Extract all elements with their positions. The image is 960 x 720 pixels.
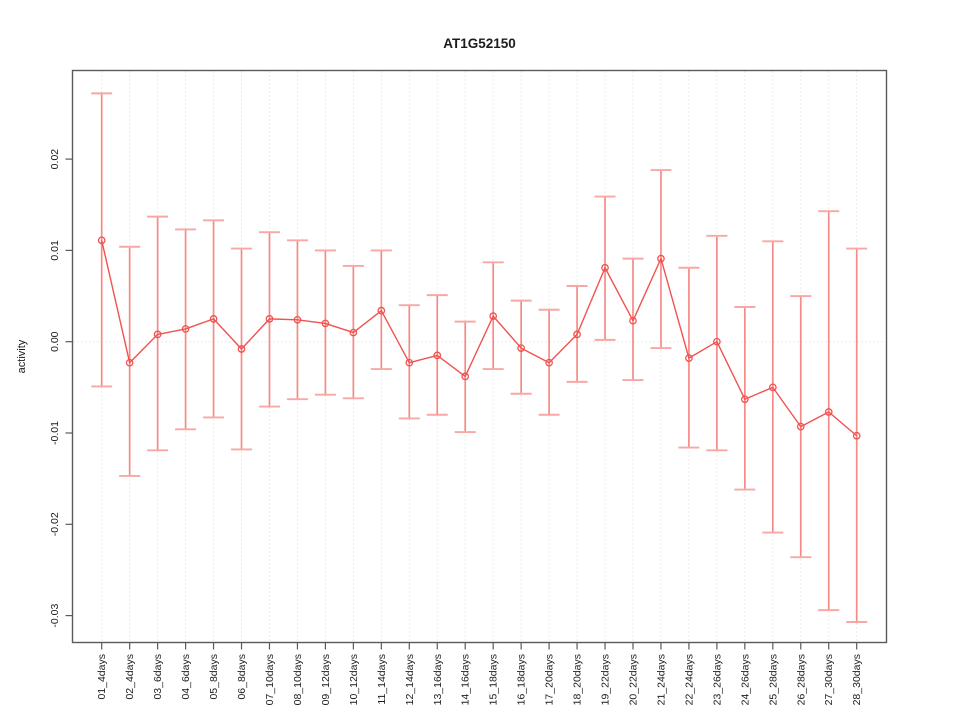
y-tick-label: 0.01 — [49, 240, 61, 261]
data-point — [768, 383, 777, 392]
data-point — [517, 344, 525, 352]
x-tick-label: 11_14days — [376, 654, 388, 705]
data-point — [601, 263, 609, 272]
data-point — [713, 337, 721, 346]
data-point — [545, 358, 553, 367]
plot-area: 0.02 0.01 0.00 -0.01 -0.02 -0.03 01_4days 02_4d… — [49, 69, 888, 705]
y-tick-label: -0.01 — [49, 421, 61, 445]
data-point — [265, 315, 274, 323]
x-tick-label: 07_10days — [264, 654, 276, 705]
data-point — [685, 354, 693, 362]
x-tick-label: 16_18days — [516, 654, 528, 705]
x-tick-label: 22_24days — [683, 654, 695, 705]
y-tick-label: -0.02 — [49, 512, 61, 536]
data-point — [852, 431, 861, 440]
x-tick-label: 18_20days — [572, 654, 584, 705]
data-point — [433, 351, 442, 360]
y-tick-label: 0.00 — [49, 331, 61, 352]
data-point — [377, 306, 386, 315]
data-point — [97, 236, 106, 245]
data-point — [349, 328, 358, 337]
x-tick-label: 21_24days — [655, 654, 667, 705]
chart-title: AT1G52150 — [443, 36, 516, 51]
x-tick-label: 13_16days — [432, 654, 444, 705]
y-axis-label: activity — [16, 339, 28, 373]
y-tick-label: -0.03 — [49, 603, 61, 627]
data-point — [740, 395, 749, 404]
x-tick-label: 14_16days — [460, 654, 472, 705]
x-tick-label: 25_28days — [767, 654, 779, 705]
x-tick-label: 19_22days — [600, 654, 612, 705]
data-point — [489, 312, 498, 320]
data-point — [405, 358, 414, 367]
x-tick-label: 23_26days — [711, 654, 723, 705]
x-tick-label: 09_12days — [320, 654, 332, 705]
data-point — [181, 325, 190, 333]
data-point — [321, 319, 330, 328]
x-tick-label: 10_12days — [348, 654, 360, 705]
plot-frame — [71, 69, 888, 644]
x-tick-label: 05_8days — [208, 654, 220, 700]
data-point — [209, 315, 218, 323]
x-tick-label: 08_10days — [292, 654, 304, 705]
data-point — [657, 254, 665, 263]
x-tick-label: 01_4days — [96, 654, 108, 700]
x-tick-label: 12_14days — [404, 654, 416, 705]
data-point — [153, 330, 162, 339]
data-point — [237, 345, 246, 353]
data-point — [461, 372, 470, 381]
x-tick-label: 24_26days — [739, 654, 751, 705]
series-line — [101, 240, 858, 437]
data-point — [573, 330, 581, 339]
x-tick-label: 15_18days — [488, 654, 500, 705]
x-tick-label: 28_30days — [851, 654, 863, 705]
x-tick-label: 27_30days — [823, 654, 835, 705]
x-tick-label: 17_20days — [544, 654, 556, 705]
data-point — [824, 408, 833, 416]
x-tick-label: 06_8days — [236, 654, 248, 700]
data-point — [125, 358, 134, 367]
y-tick-label: 0.02 — [49, 149, 61, 170]
data-point — [293, 315, 302, 324]
x-tick-label: 04_6days — [180, 654, 192, 700]
data-point — [629, 316, 637, 325]
x-tick-label: 02_4days — [124, 654, 136, 700]
x-tick-label: 20_22days — [627, 654, 639, 705]
data-point — [796, 422, 805, 431]
x-tick-label: 03_6days — [152, 654, 164, 700]
x-tick-label: 26_28days — [795, 654, 807, 705]
